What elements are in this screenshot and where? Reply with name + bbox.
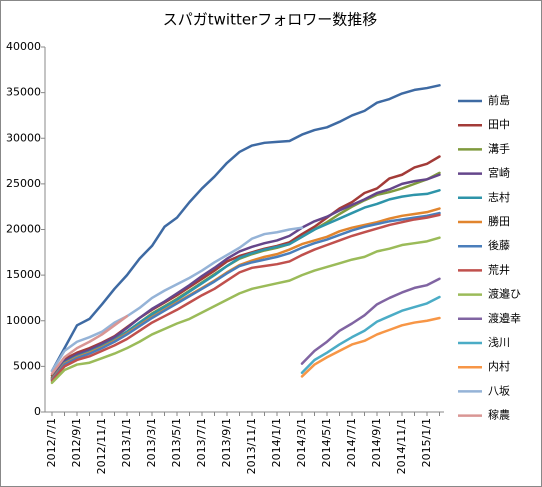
legend-label: 八坂 [488, 384, 510, 397]
legend-label: 宮崎 [488, 166, 510, 180]
x-tick-label: 2013/5/1 [170, 418, 183, 467]
y-tick-label: 10000 [6, 314, 41, 327]
x-tick-label: 2014/11/1 [395, 418, 408, 474]
series-line [300, 277, 441, 365]
x-tick-label: 2013/11/1 [245, 418, 258, 474]
legend-label: 前島 [488, 93, 510, 107]
series-line [300, 295, 441, 375]
legend-label: 田中 [488, 118, 510, 131]
series-line [300, 316, 441, 378]
series-line [50, 211, 441, 382]
legend-label: 渡邉ひ [488, 287, 521, 301]
y-tick-label: 15000 [6, 268, 41, 281]
series-line [50, 84, 441, 373]
x-tick-label: 2014/9/1 [370, 418, 383, 467]
series-line [50, 236, 441, 385]
legend-label: 荒井 [488, 262, 510, 276]
x-tick-label: 2012/9/1 [70, 418, 83, 467]
y-tick-label: 35000 [6, 86, 41, 99]
x-tick-label: 2013/3/1 [145, 418, 158, 467]
x-tick-label: 2013/9/1 [220, 418, 233, 467]
series-line [50, 213, 441, 383]
y-tick-label: 40000 [6, 40, 41, 53]
legend-label: 稼農 [488, 408, 510, 422]
x-tick-label: 2014/5/1 [320, 418, 333, 467]
legend-label: 浅川 [488, 336, 510, 349]
legend-label: 志村 [488, 190, 510, 204]
series-line [50, 226, 304, 373]
legend-label: 内村 [488, 359, 510, 373]
x-tick-label: 2013/1/1 [120, 418, 133, 467]
legend-label: 後藤 [488, 238, 510, 252]
legend-label: 溝手 [488, 141, 510, 155]
y-tick-label: 25000 [6, 177, 41, 190]
chart-title: スパガtwitterフォロワー数推移 [163, 11, 377, 29]
legend-label: 渡邉幸 [488, 311, 521, 325]
y-tick-label: 30000 [6, 131, 41, 144]
y-tick-label: 0 [34, 405, 41, 418]
x-tick-label: 2013/7/1 [195, 418, 208, 467]
x-tick-label: 2014/3/1 [295, 418, 308, 467]
x-tick-label: 2012/11/1 [95, 418, 108, 474]
y-tick-label: 20000 [6, 223, 41, 236]
y-tick-label: 5000 [13, 359, 41, 372]
series-line [50, 314, 129, 375]
legend-label: 勝田 [488, 214, 510, 228]
series-line [50, 173, 441, 380]
x-tick-label: 2015/1/1 [420, 418, 433, 467]
x-tick-label: 2012/7/1 [45, 418, 58, 467]
x-tick-label: 2014/7/1 [345, 418, 358, 467]
x-tick-label: 2014/1/1 [270, 418, 283, 467]
